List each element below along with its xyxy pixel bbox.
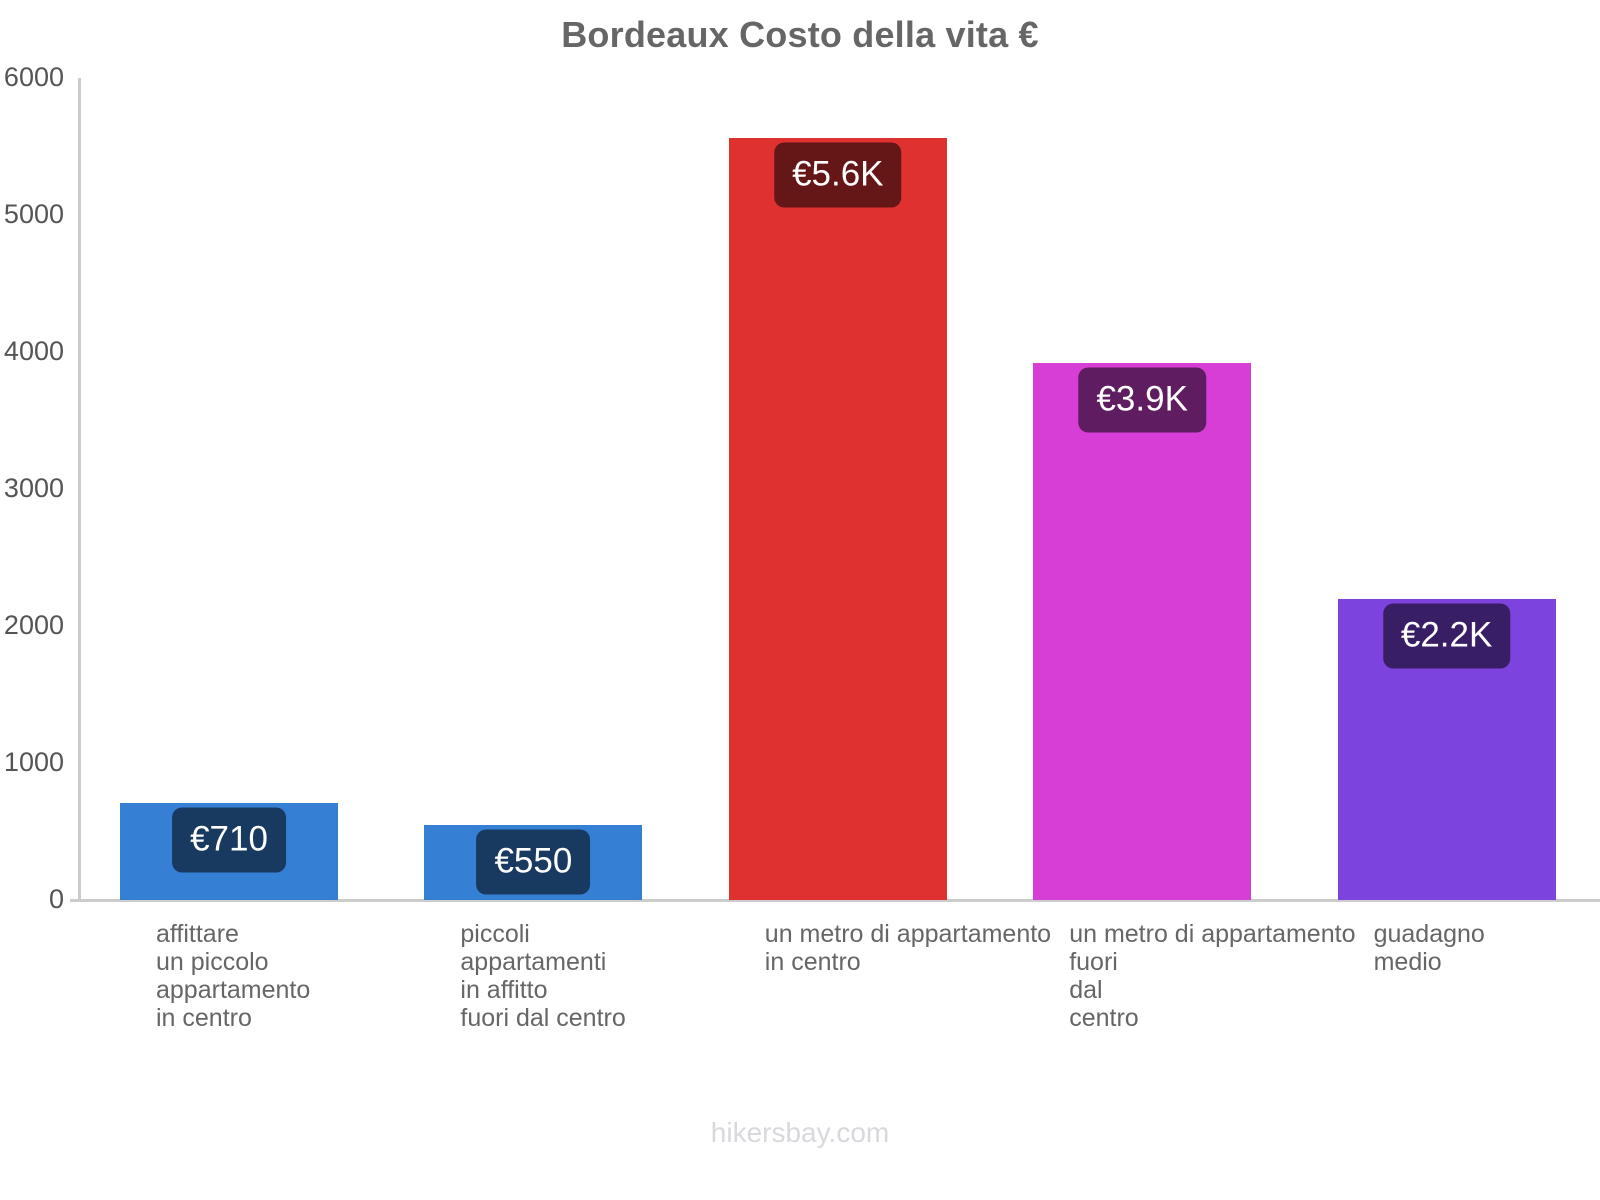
site-watermark: hikersbay.com bbox=[710, 1117, 890, 1148]
category-label-line: affittare bbox=[156, 920, 239, 948]
bar-value-label-1: €710 bbox=[172, 807, 286, 873]
category-label-line: un metro di appartamento bbox=[764, 920, 1052, 948]
category-label-line: fuori dal centro bbox=[460, 1004, 626, 1032]
y-axis-tick-4000: 4000 bbox=[3, 336, 64, 366]
category-label-line: fuori bbox=[1069, 948, 1118, 976]
category-label-line: in centro bbox=[764, 948, 861, 976]
category-label-3: un metro di appartamento in centro bbox=[765, 920, 1051, 976]
category-label-2: piccoli appartamenti in affitto fuori dal c… bbox=[460, 920, 625, 1032]
category-label-line: medio bbox=[1373, 948, 1442, 976]
bar-value-label-3: €5.6K bbox=[774, 142, 902, 208]
category-label-line: in affitto bbox=[460, 976, 548, 1004]
category-label-line: piccoli bbox=[460, 920, 530, 948]
category-label-4: un metro di appartamento fuori dal centro bbox=[1069, 920, 1355, 1032]
y-axis-tick-5000: 5000 bbox=[3, 199, 64, 229]
y-axis-tick-1000: 1000 bbox=[3, 747, 64, 777]
category-label-line: appartamento bbox=[156, 976, 311, 1004]
category-label-1: affittare un piccolo appartamento in centro bbox=[156, 920, 310, 1032]
bar-4[interactable] bbox=[1033, 362, 1252, 900]
bar-value-label-2: €550 bbox=[476, 829, 591, 895]
y-axis-tick-2000: 2000 bbox=[3, 610, 64, 640]
bar-value-label-4: €3.9K bbox=[1078, 367, 1206, 433]
category-label-line: un metro di appartamento bbox=[1069, 920, 1356, 948]
category-label-line: dal bbox=[1069, 976, 1103, 1004]
y-axis-tick-3000: 3000 bbox=[3, 473, 64, 503]
category-label-line: un piccolo bbox=[156, 948, 269, 976]
category-label-line: centro bbox=[1069, 1004, 1139, 1032]
y-axis-line bbox=[78, 78, 81, 900]
y-axis-tick-6000: 6000 bbox=[3, 62, 64, 92]
category-label-5: guadagno medio bbox=[1374, 920, 1485, 976]
category-label-line: guadagno bbox=[1373, 920, 1485, 948]
category-label-line: in centro bbox=[156, 1004, 252, 1032]
x-axis-line bbox=[70, 899, 1600, 902]
category-label-line: appartamenti bbox=[460, 948, 607, 976]
bar-3[interactable] bbox=[728, 138, 947, 900]
bar-value-label-5: €2.2K bbox=[1382, 603, 1511, 669]
chart-title: Bordeaux Costo della vita € bbox=[561, 14, 1039, 55]
y-axis-tick-0: 0 bbox=[48, 884, 64, 914]
